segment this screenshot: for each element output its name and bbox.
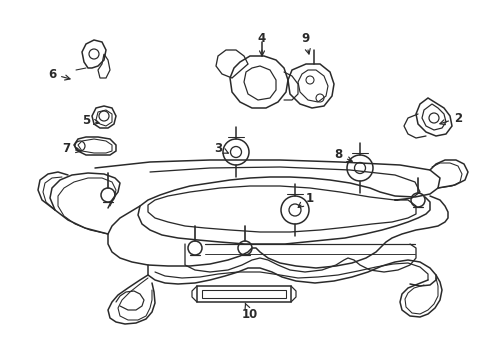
Text: 7: 7 <box>62 141 81 154</box>
Text: 1: 1 <box>298 192 313 207</box>
Text: 6: 6 <box>48 68 70 81</box>
Text: 4: 4 <box>257 31 265 56</box>
Text: 3: 3 <box>214 141 228 154</box>
Text: 2: 2 <box>439 112 461 125</box>
Text: 8: 8 <box>333 148 351 162</box>
Text: 10: 10 <box>242 303 258 321</box>
Text: 9: 9 <box>300 31 309 54</box>
Text: 5: 5 <box>81 113 99 126</box>
